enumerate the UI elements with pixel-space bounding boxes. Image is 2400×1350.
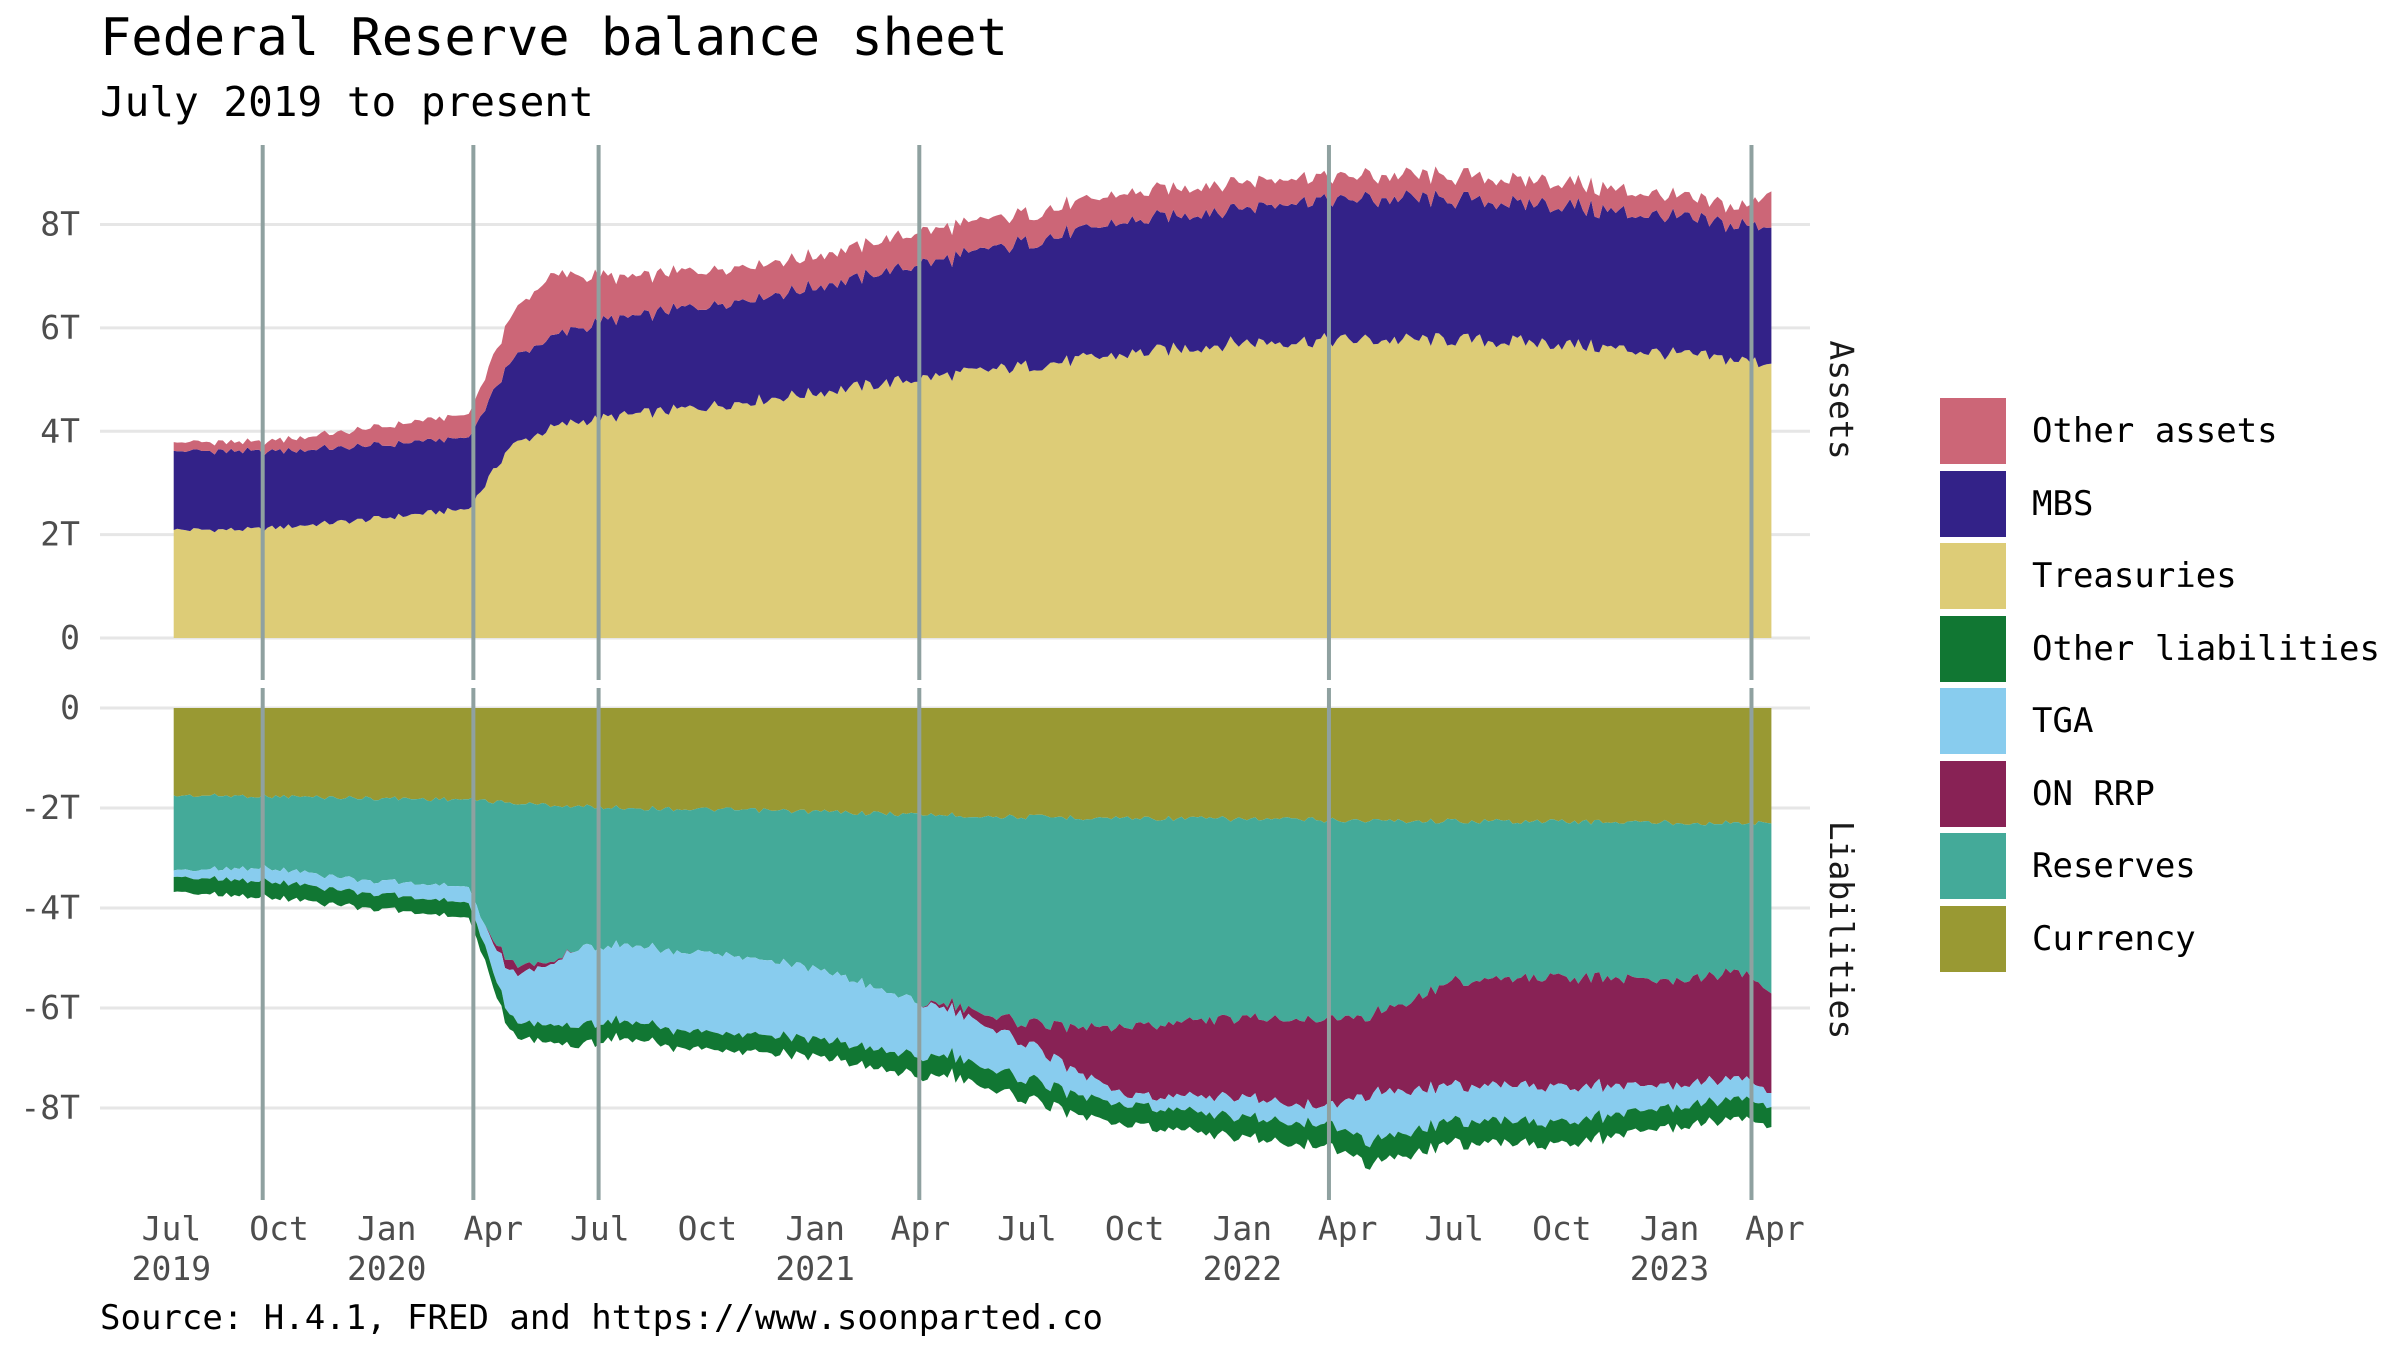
liabilities-y-tick-label: 0	[60, 688, 80, 727]
x-tick-label: Jul	[1424, 1209, 1484, 1248]
assets-y-tick-label: 8T	[40, 205, 80, 244]
legend-label: Treasuries	[2032, 556, 2237, 597]
legend-swatch	[1940, 398, 2006, 465]
assets-y-tick-label: 0	[60, 618, 80, 657]
legend-item-treasuries: Treasuries	[1940, 540, 2380, 613]
area-treasuries	[173, 333, 1772, 638]
x-tick-label: Jan	[357, 1209, 417, 1248]
x-tick-year-label: 2020	[347, 1249, 426, 1288]
area-currency	[173, 708, 1772, 826]
legend-item-currency: Currency	[1940, 903, 2380, 976]
x-tick-year-label: 2019	[132, 1249, 211, 1288]
legend-label: Reserves	[2032, 846, 2196, 887]
x-tick-label: Apr	[1745, 1209, 1805, 1248]
x-tick-label: Oct	[678, 1209, 738, 1248]
chart-subtitle: July 2019 to present	[100, 78, 594, 126]
legend-swatch	[1940, 615, 2006, 682]
x-tick-label: Oct	[1532, 1209, 1592, 1248]
area-mbs	[173, 190, 1772, 533]
x-tick-label: Apr	[1318, 1209, 1378, 1248]
legend-item-other-assets: Other assets	[1940, 395, 2380, 468]
assets-y-tick-label: 2T	[40, 515, 80, 554]
x-tick-year-label: 2021	[775, 1249, 854, 1288]
liabilities-y-tick-label: -6T	[20, 988, 80, 1027]
legend-label: MBS	[2032, 483, 2094, 524]
x-tick-label: Oct	[1105, 1209, 1165, 1248]
liabilities-panel: 0 -2T -4T -6T -8T Liabilities	[20, 688, 1861, 1200]
liabilities-strip-label: Liabilities	[1822, 821, 1861, 1040]
chart-legend: Other assets MBS Treasuries Other liabiliti…	[1940, 395, 2380, 975]
source-note: Source: H.4.1, FRED and https://www.soon…	[100, 1298, 1104, 1338]
legend-item-reserves: Reserves	[1940, 830, 2380, 903]
legend-label: Currency	[2032, 918, 2196, 959]
x-tick-label: Jan	[1213, 1209, 1273, 1248]
x-tick-label: Jan	[1640, 1209, 1700, 1248]
liabilities-y-tick-label: -4T	[20, 888, 80, 927]
assets-panel: 0 2T 4T 6T 8T Assets	[40, 145, 1861, 680]
x-tick-label: Jul	[570, 1209, 630, 1248]
x-tick-label: Jul	[142, 1209, 202, 1248]
legend-item-tga: TGA	[1940, 685, 2380, 758]
legend-label: Other liabilities	[2032, 628, 2380, 669]
x-tick-label: Apr	[891, 1209, 951, 1248]
legend-label: TGA	[2032, 701, 2094, 742]
legend-label: ON RRP	[2032, 773, 2155, 814]
legend-item-other-liabilities: Other liabilities	[1940, 613, 2380, 686]
x-tick-label: Jan	[785, 1209, 845, 1248]
assets-strip-label: Assets	[1822, 340, 1861, 459]
liabilities-y-tick-label: -2T	[20, 788, 80, 827]
legend-swatch	[1940, 833, 2006, 900]
x-tick-label: Apr	[463, 1209, 523, 1248]
legend-item-on-rrp: ON RRP	[1940, 758, 2380, 831]
legend-item-mbs: MBS	[1940, 468, 2380, 541]
area-on-rrp	[173, 864, 1772, 1110]
x-tick-year-label: 2023	[1630, 1249, 1709, 1288]
legend-swatch	[1940, 760, 2006, 827]
legend-label: Other assets	[2032, 411, 2278, 452]
legend-swatch	[1940, 470, 2006, 537]
legend-swatch	[1940, 688, 2006, 755]
x-tick-label: Oct	[249, 1209, 309, 1248]
legend-swatch	[1940, 543, 2006, 610]
x-tick-label: Jul	[997, 1209, 1057, 1248]
liabilities-y-tick-label: -8T	[20, 1088, 80, 1127]
assets-y-tick-label: 4T	[40, 411, 80, 450]
x-tick-year-label: 2022	[1203, 1249, 1282, 1288]
legend-swatch	[1940, 905, 2006, 972]
area-other-assets	[173, 166, 1772, 456]
area-reserves	[173, 793, 1772, 1033]
chart-title: Federal Reserve balance sheet	[100, 8, 1008, 68]
assets-y-tick-label: 6T	[40, 308, 80, 347]
